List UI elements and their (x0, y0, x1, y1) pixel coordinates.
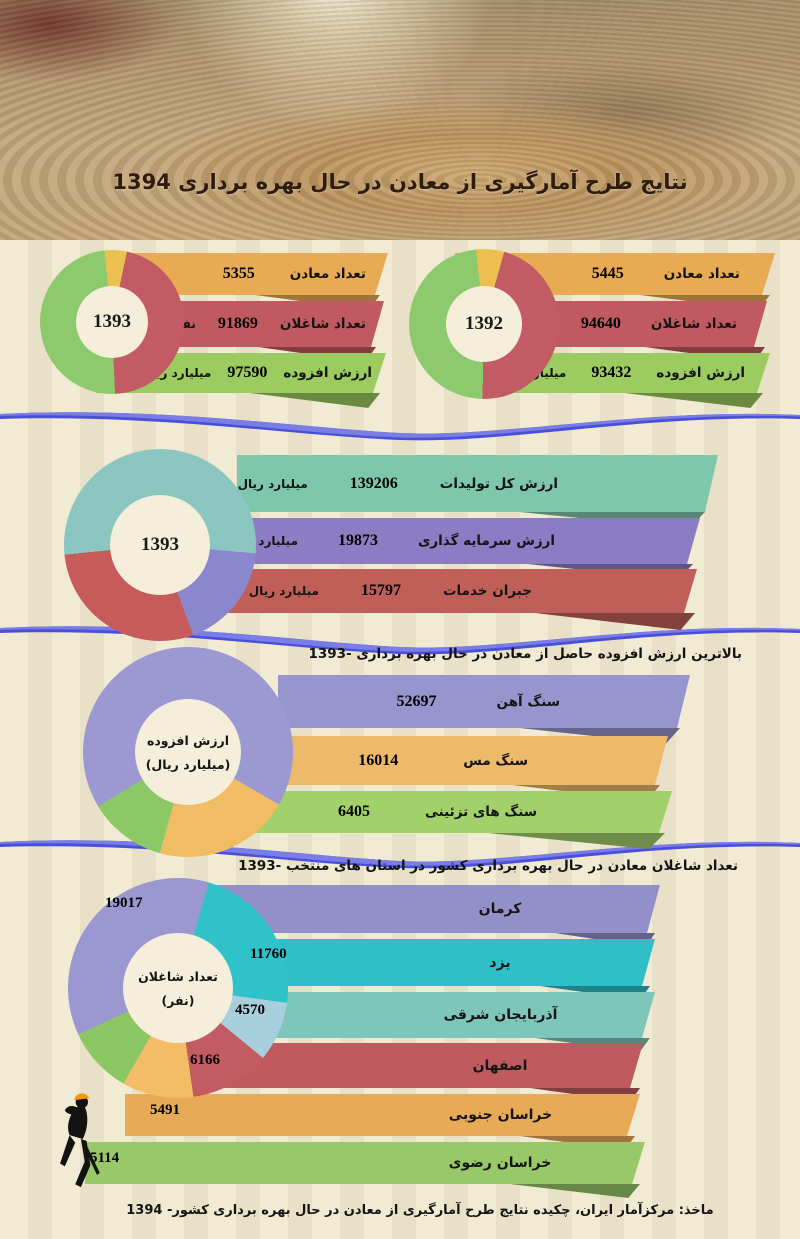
page-title: نتایج طرح آمارگیری از معادن در حال بهره … (112, 170, 688, 194)
donut-financial-1393: 1393 (64, 449, 256, 641)
value-yazd: 11760 (250, 946, 287, 962)
miner-silhouette-icon (60, 1093, 100, 1188)
blue-ribbon-divider (0, 412, 800, 441)
bar-value: 6405 (337, 803, 370, 820)
bar-label: تعداد شاغلان (650, 316, 737, 332)
bar-value: 16014 (358, 751, 399, 769)
donut-center-unit: (نفر) (161, 992, 195, 1008)
bar-label: جبران خدمات (442, 583, 532, 599)
bar-decorative-stones: سنگ های تزئینی 6405 (218, 791, 672, 833)
bar-unit: میلیارد ریال (248, 584, 319, 598)
bar-south-khorasan: خراسان جنوبی (125, 1094, 640, 1136)
bar-compensation: جبران خدمات 15797 میلیارد ریال (225, 569, 697, 613)
bar-label: خراسان رضوی (448, 1155, 552, 1171)
bar-kerman: کرمان (210, 885, 660, 933)
donut-hole: 1393 (110, 495, 210, 595)
source-note: ماخذ: مرکزآمار ایران، چکیده نتایج طرح آم… (126, 1203, 714, 1218)
bar-fold (510, 1184, 640, 1198)
value-east-azerbaijan: 4570 (235, 1002, 265, 1018)
bar-unit: میلیارد ریال (237, 476, 308, 491)
donut-center-label: 1393 (141, 534, 179, 555)
bar-value: 19873 (338, 532, 379, 549)
bar-label: یزد (489, 954, 511, 971)
bar-label: ارزش سرمایه گذاری (418, 533, 555, 549)
donut-year-1392: 1392 (409, 249, 559, 399)
value-razavi-khorasan: 5114 (90, 1150, 120, 1166)
bar-label: تعداد معادن (289, 266, 366, 282)
bar-iron-ore: سنگ آهن 52697 (278, 675, 690, 728)
donut-hole: تعداد شاغلان (نفر) (123, 933, 233, 1043)
bar-east-azerbaijan: آذربایجان شرقی (228, 992, 655, 1038)
bar-investment: ارزش سرمایه گذاری 19873 میلیارد ریال (230, 518, 700, 564)
donut-center-label: 1392 (465, 313, 503, 334)
bar-label: ارزش افزوده (283, 365, 372, 381)
donut-center-label: 1393 (93, 311, 131, 332)
bar-value: 94640 (580, 315, 621, 332)
bar-label: خراسان جنوبی (448, 1107, 553, 1123)
bar-label: ارزش کل تولیدات (439, 475, 558, 492)
bar-value: 139206 (349, 474, 398, 492)
donut-value-added: ارزش افزوده (میلیارد ریال) (83, 647, 293, 857)
section-title: بالاترین ارزش افزوده حاصل از معادن در حا… (308, 646, 742, 662)
bar-value: 97590 (227, 364, 268, 381)
bar-label: سنگ های تزئینی (424, 804, 537, 820)
bar-value: 5355 (222, 265, 255, 282)
section-title: تعداد شاغلان معادن در حال بهره برداری کش… (238, 858, 738, 874)
donut-hole: 1393 (76, 286, 148, 358)
bar-label: کرمان (478, 901, 522, 917)
bar-yazd: یزد (235, 939, 655, 986)
donut-year-1393: 1393 (40, 250, 184, 394)
bar-copper-ore: سنگ مس 16014 (232, 736, 668, 785)
value-kerman: 19017 (105, 895, 143, 911)
value-isfahan: 6166 (190, 1052, 220, 1068)
donut-hole: ارزش افزوده (میلیارد ریال) (135, 699, 241, 805)
value-south-khorasan: 5491 (150, 1102, 180, 1118)
donut-center-label: ارزش افزوده (146, 732, 230, 748)
bar-label: تعداد معادن (663, 266, 740, 282)
donut-hole: 1392 (446, 286, 522, 362)
bar-value: 91869 (217, 315, 258, 332)
bar-value: 5445 (591, 265, 624, 282)
blue-ribbon-divider (0, 626, 800, 655)
bar-value: 15797 (360, 582, 401, 599)
bar-label: ارزش افزوده (656, 365, 745, 381)
donut-employees: تعداد شاغلان (نفر) (68, 878, 288, 1098)
bar-value: 52697 (396, 692, 437, 710)
bar-value: 93432 (591, 364, 632, 381)
bar-label: اصفهان (472, 1057, 528, 1074)
donut-center-label: تعداد شاغلان (138, 968, 218, 984)
header-photo: نتایج طرح آمارگیری از معادن در حال بهره … (0, 0, 800, 240)
bar-label: سنگ مس (463, 752, 528, 769)
bar-total-production: ارزش کل تولیدات 139206 میلیارد ریال (237, 455, 718, 512)
bar-label: آذربایجان شرقی (443, 1007, 558, 1023)
donut-center-unit: (میلیارد ریال) (145, 756, 231, 772)
bar-label: تعداد شاغلان (279, 316, 366, 332)
helmet-icon (74, 1093, 90, 1101)
bar-label: سنگ آهن (496, 693, 560, 710)
bar-razavi-khorasan: خراسان رضوی (85, 1142, 645, 1184)
